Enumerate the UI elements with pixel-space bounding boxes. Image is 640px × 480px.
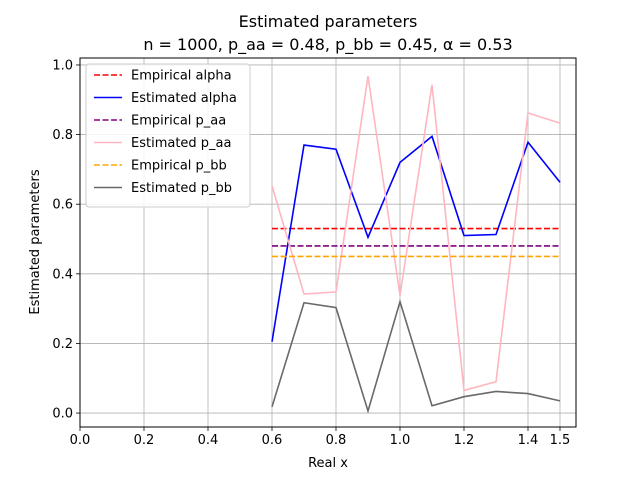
x-tick-label: 0.8 bbox=[326, 433, 347, 448]
y-tick-label: 0.6 bbox=[52, 198, 73, 213]
series-line-estimated-p-aa bbox=[271, 75, 561, 392]
y-tick-label: 1.0 bbox=[52, 58, 73, 73]
legend-box bbox=[85, 63, 251, 208]
y-tick-label: 0.2 bbox=[52, 337, 73, 352]
legend-label: Estimated alpha bbox=[131, 91, 237, 106]
legend: Empirical alpha Estimated alpha Empirical … bbox=[85, 63, 251, 208]
x-axis-ticks: 0.0 0.2 0.4 0.6 0.8 1.0 1.2 1.4 1.5 bbox=[70, 427, 571, 448]
x-tick-label: 0.0 bbox=[70, 433, 91, 448]
x-tick-label: 0.4 bbox=[198, 433, 219, 448]
legend-label: Estimated p_aa bbox=[131, 136, 232, 151]
series-line-estimated-p-bb bbox=[271, 298, 561, 414]
plot-frame bbox=[79, 57, 577, 428]
legend-label: Empirical p_bb bbox=[131, 159, 227, 174]
x-axis-label: Real x bbox=[308, 456, 348, 471]
legend-label: Empirical p_aa bbox=[131, 114, 226, 129]
y-tick-label: 0.0 bbox=[52, 407, 73, 422]
chart-subtitle: n = 1000, p_aa = 0.48, p_bb = 0.45, α = … bbox=[143, 35, 512, 55]
series-line-estimated-alpha bbox=[271, 134, 561, 342]
series-layer bbox=[271, 75, 561, 414]
y-axis-ticks: 0.0 0.2 0.4 0.6 0.8 1.0 bbox=[52, 58, 80, 422]
y-tick-label: 0.8 bbox=[52, 128, 73, 143]
x-tick-label: 0.6 bbox=[262, 433, 283, 448]
x-tick-label: 1.5 bbox=[550, 433, 571, 448]
y-axis-label: Estimated parameters bbox=[28, 169, 43, 314]
grid bbox=[79, 58, 576, 427]
y-tick-label: 0.4 bbox=[52, 267, 73, 282]
x-tick-label: 0.2 bbox=[134, 433, 155, 448]
legend-label: Empirical alpha bbox=[131, 69, 232, 84]
chart-title: Estimated parameters bbox=[239, 12, 418, 31]
x-tick-label: 1.2 bbox=[454, 433, 475, 448]
legend-label: Estimated p_bb bbox=[131, 181, 232, 196]
x-tick-label: 1.0 bbox=[390, 433, 411, 448]
x-tick-label: 1.4 bbox=[518, 433, 539, 448]
